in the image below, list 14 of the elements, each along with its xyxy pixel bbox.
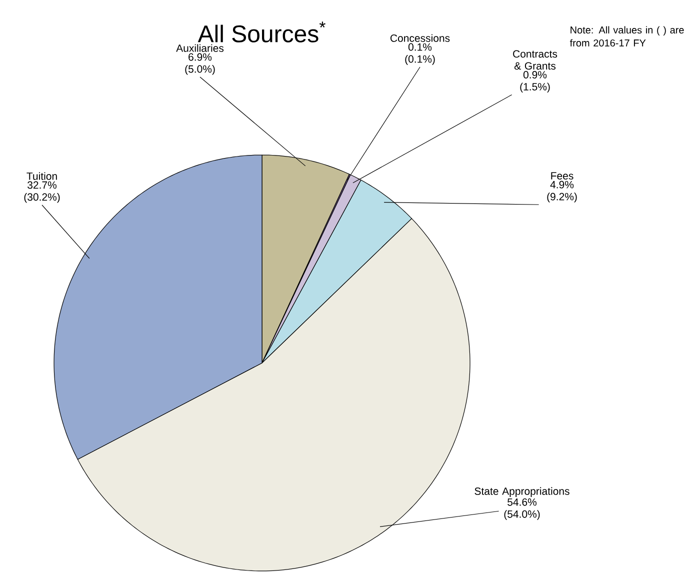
data-label: 32.7% (30.2%) (24, 181, 60, 203)
data-label: 0.1% (0.1%) (405, 43, 435, 65)
slice-label: Concessions (390, 34, 450, 42)
slice-label: Fees (551, 172, 574, 180)
data-label: 54.6% (54.0%) (504, 498, 540, 520)
slice-label: Tuition (26, 172, 57, 180)
data-label: 6.9% (5.0%) (185, 53, 215, 75)
text: Note: All values in ( ) are from 2016-17 FY (570, 26, 684, 47)
data-label: 0.9% (1.5%) (520, 71, 550, 93)
chart-title: All Sources$^{*}$ (198, 22, 326, 42)
slice-label: Auxiliaries (176, 44, 224, 52)
slice-label: State Appropriations (474, 487, 570, 497)
slice-label: Contracts & Grants (513, 50, 558, 70)
data-label: 4.9% (9.2%) (547, 180, 577, 202)
